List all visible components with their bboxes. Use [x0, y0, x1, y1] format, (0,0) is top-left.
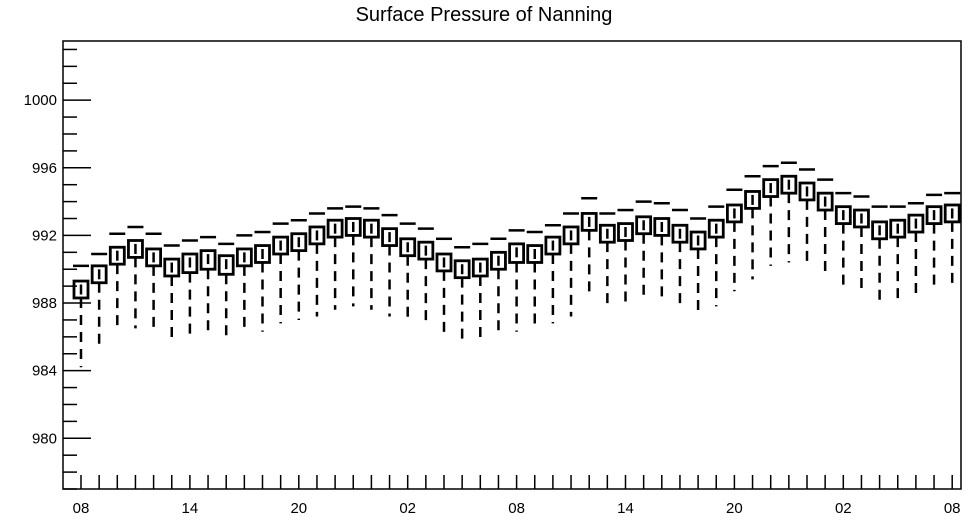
box [508, 229, 526, 332]
box [707, 205, 725, 307]
box [362, 207, 380, 310]
box [417, 227, 435, 324]
y-axis: 980 984 988 992 996 1000 [24, 48, 91, 490]
box [798, 168, 816, 268]
chart-title: Surface Pressure of Nanning [355, 4, 613, 26]
box [90, 252, 108, 351]
box [490, 237, 507, 337]
box [744, 174, 761, 280]
x-tick-label: 02 [835, 500, 852, 517]
y-tick-label: 1000 [24, 92, 57, 109]
x-tick-label: 14 [182, 500, 199, 517]
box [598, 212, 616, 310]
box [217, 242, 235, 342]
y-tick-label: 988 [32, 295, 57, 312]
box [254, 230, 271, 332]
box [907, 202, 925, 300]
box [526, 230, 544, 331]
box [853, 195, 870, 295]
box [544, 224, 562, 324]
box [272, 222, 290, 324]
box [145, 232, 163, 334]
box [290, 218, 308, 320]
box [580, 196, 598, 298]
y-tick-label: 992 [32, 227, 57, 244]
x-tick-label: 08 [508, 500, 525, 517]
box [199, 235, 217, 337]
box [399, 222, 417, 324]
box [562, 212, 580, 317]
box [72, 264, 90, 368]
box [435, 237, 453, 337]
box [925, 193, 943, 292]
y-tick-label: 996 [32, 160, 57, 177]
x-tick-label: 08 [944, 500, 961, 517]
box [635, 200, 653, 300]
box [762, 164, 780, 266]
x-tick-label: 08 [73, 500, 90, 517]
x-tick-label: 20 [290, 500, 307, 517]
box [108, 232, 126, 332]
x-axis: 08 14 20 02 08 14 20 02 08 [73, 475, 961, 517]
y-tick-label: 980 [32, 430, 57, 447]
box [453, 245, 471, 344]
box [381, 213, 398, 317]
box [617, 208, 634, 307]
box [671, 208, 689, 309]
box [889, 205, 907, 305]
x-tick-label: 14 [617, 500, 634, 517]
box [471, 242, 489, 344]
box [326, 207, 344, 310]
box [689, 217, 707, 317]
box [163, 244, 181, 344]
x-tick-label: 20 [726, 500, 743, 517]
box [653, 202, 671, 300]
box [834, 191, 852, 292]
box [871, 205, 888, 305]
x-tick-label: 02 [399, 500, 416, 517]
box-series [72, 161, 961, 368]
box [780, 161, 798, 263]
box [235, 234, 253, 334]
box [816, 178, 834, 276]
box [943, 191, 961, 290]
box [726, 188, 743, 292]
y-tick-label: 984 [32, 363, 57, 380]
box [308, 212, 326, 317]
box [344, 205, 362, 307]
plot-frame [62, 40, 962, 490]
box [127, 225, 144, 329]
box [181, 239, 199, 341]
